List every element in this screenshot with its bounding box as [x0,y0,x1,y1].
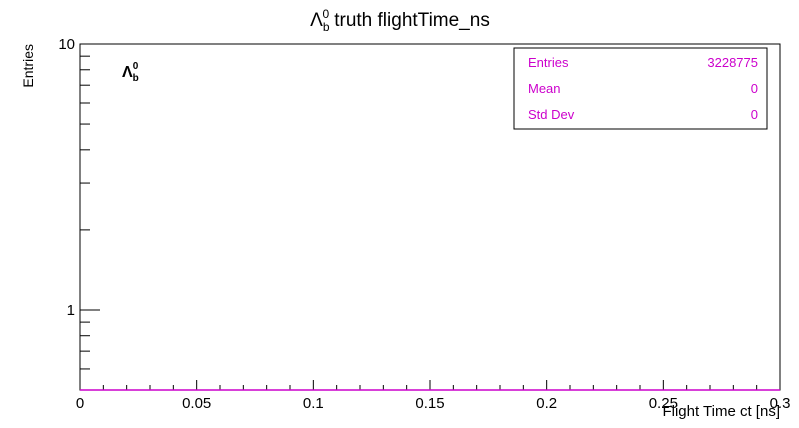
stats-label-entries: Entries [528,55,569,70]
title-superscript: 0 [323,7,330,21]
y-axis-label: Entries [20,44,36,88]
title-subscript: b [323,20,330,34]
y-tick-label: 10 [58,36,75,53]
stats-value-entries: 3228775 [707,55,758,70]
stats-value-mean: 0 [751,81,758,96]
annotation-subscript: b [133,73,139,84]
stats-value-stddev: 0 [751,107,758,122]
stats-box: Entries 3228775 Mean 0 Std Dev 0 [513,47,768,130]
x-tick-label: 0.2 [536,395,557,412]
x-tick-label: 0 [76,395,84,412]
x-axis: 0 0.05 0.1 0.15 0.2 0.25 0.3 [76,380,791,412]
x-tick-label: 0.15 [415,395,444,412]
chart-title: Λb0 truth flightTime_ns [310,7,490,34]
stats-box-frame [513,47,768,130]
y-tick-label: 1 [67,302,75,319]
stats-label-stddev: Std Dev [528,107,575,122]
annotation-superscript: 0 [133,61,139,72]
x-tick-label: 0.3 [770,395,791,412]
x-tick-label: 0.1 [303,395,324,412]
title-symbol: Λ [310,10,323,31]
x-tick-label: 0.05 [182,395,211,412]
annotation-symbol: Λ [122,64,133,81]
plot-annotation: Λb0 [122,61,139,84]
stats-label-mean: Mean [528,81,561,96]
x-axis-label: Flight Time ct [ns] [662,403,780,420]
y-axis: 1 10 [58,36,100,391]
x-tick-label: 0.25 [649,395,678,412]
title-rest: truth flightTime_ns [334,10,490,31]
